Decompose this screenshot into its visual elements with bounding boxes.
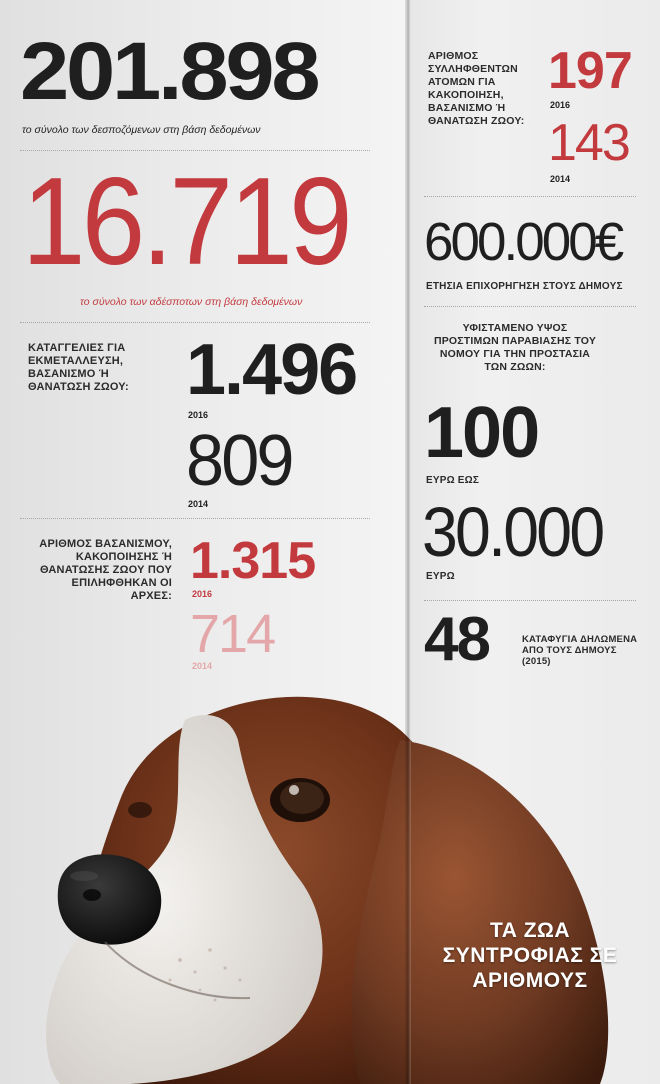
page-fold — [405, 0, 411, 1084]
arrested-label: ΑΡΙΘΜΟΣ ΣΥΛΛΗΦΘΕΝΤΩΝ ΑΤΟΜΩΝ ΓΙΑ ΚΑΚΟΠΟΙΗ… — [428, 50, 525, 127]
fines-max-caption: ΕΥΡΩ — [426, 571, 455, 582]
arrested-2014-value: 143 — [548, 114, 631, 172]
complaints-2016-year: 2016 — [188, 410, 209, 420]
muzzle-freckles — [168, 948, 242, 1002]
handled-2016-year: 2016 — [192, 589, 213, 599]
owned-total-value: 201.898 — [20, 26, 321, 117]
grant-caption: ΕΤΗΣΙΑ ΕΠΙΧΟΡΗΓΗΣΗ ΣΤΟΥΣ ΔΗΜΟΥΣ — [426, 281, 623, 292]
divider — [424, 600, 636, 601]
stray-total-caption: το σύνολο των αδέσποτων στη βάση δεδομέν… — [80, 296, 303, 308]
shelters-caption: ΚΑΤΑΦΥΓΙΑ ΔΗΛΩΜΕΝΑ ΑΠΟ ΤΟΥΣ ΔΗΜΟΥΣ (2015… — [522, 634, 638, 667]
dog-nose — [57, 854, 162, 945]
handled-2014-year: 2014 — [192, 661, 213, 671]
beagle-photo — [46, 696, 609, 1084]
owned-total-caption: το σύνολο των δεσποζόμενων στη βάση δεδο… — [22, 124, 261, 136]
fines-min-caption: ΕΥΡΩ ΕΩΣ — [426, 475, 480, 486]
fines-label: ΥΦΙΣΤΑΜΕΝΟ ΥΨΟΣ ΠΡΟΣΤΙΜΩΝ ΠΑΡΑΒΙΑΣΗΣ ΤΟΥ… — [433, 322, 597, 373]
grant-value: 600.000€ — [424, 212, 624, 272]
divider — [20, 322, 370, 323]
shelters-value: 48 — [424, 605, 491, 674]
handled-label: ΑΡΙΘΜΟΣ ΒΑΣΑΝΙΣΜΟΥ, ΚΑΚΟΠΟΙΗΣΗΣ Ή ΘΑΝΑΤΩ… — [39, 538, 172, 602]
divider — [20, 150, 370, 151]
divider — [20, 518, 370, 519]
dog-ear — [351, 740, 609, 1084]
divider — [424, 306, 636, 307]
dog-blaze — [46, 714, 323, 1084]
handled-2016-value: 1.315 — [190, 532, 316, 590]
handled-2014-value: 714 — [190, 604, 276, 664]
feature-title: ΤΑ ΖΩΑ ΣΥΝΤΡΟΦΙΑΣ ΣΕ ΑΡΙΘΜΟΥΣ — [442, 919, 618, 992]
complaints-2014-value: 809 — [186, 421, 294, 501]
divider — [424, 196, 636, 197]
stray-total-value: 16.719 — [22, 153, 353, 291]
arrested-2016-value: 197 — [548, 42, 633, 100]
complaints-2016-value: 1.496 — [186, 330, 358, 410]
arrested-2014-year: 2014 — [550, 174, 571, 184]
complaints-label: ΚΑΤΑΓΓΕΛΙΕΣ ΓΙΑ ΕΚΜΕΤΑΛΛΕΥΣΗ, ΒΑΣΑΝΙΣΜΟ … — [28, 342, 129, 393]
fines-min-value: 100 — [424, 393, 540, 473]
fines-max-value: 30.000 — [422, 493, 605, 571]
complaints-2014-year: 2014 — [188, 499, 209, 509]
arrested-2016-year: 2016 — [550, 100, 571, 110]
